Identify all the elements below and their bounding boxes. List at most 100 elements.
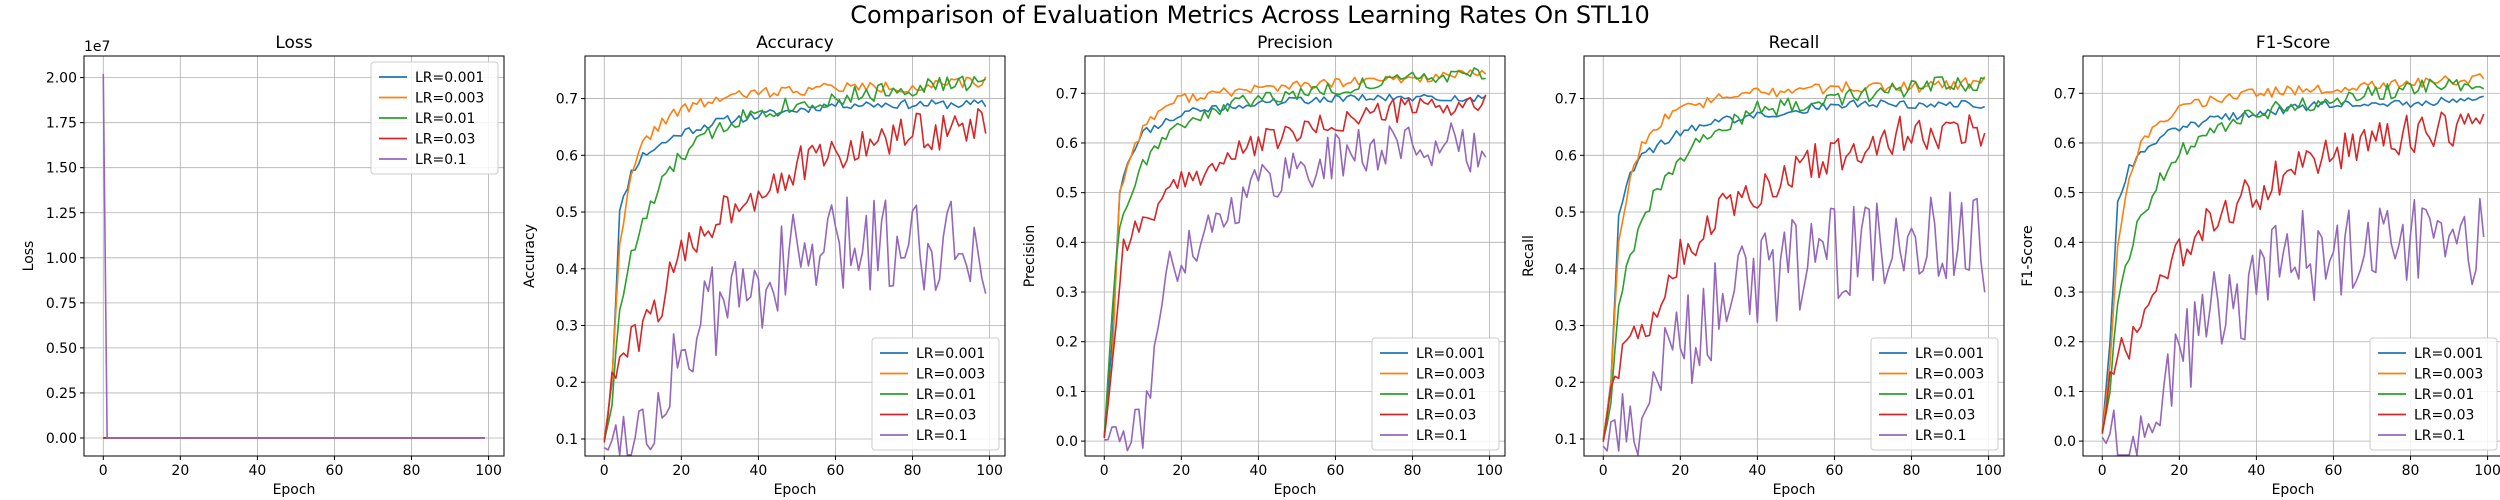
x-axis-label: Epoch bbox=[1274, 482, 1317, 498]
series-line bbox=[2101, 111, 2485, 434]
y-axis-label: Precision bbox=[1022, 225, 1038, 287]
series-line bbox=[2101, 95, 2484, 432]
y-tick-label: 0.5 bbox=[1555, 205, 1577, 221]
series-line bbox=[102, 74, 485, 439]
x-tick-label: 20 bbox=[1172, 463, 1190, 479]
y-tick-label: 0.1 bbox=[2054, 384, 2076, 400]
y-axis-label: Loss bbox=[21, 241, 37, 272]
series-line bbox=[1103, 69, 1487, 438]
y-tick-label: 0.4 bbox=[556, 262, 578, 278]
panel-title: Loss bbox=[275, 33, 312, 53]
plot-frame bbox=[1583, 55, 2005, 457]
x-tick-label: 80 bbox=[1903, 463, 1921, 479]
y-tick-label: 0.3 bbox=[556, 319, 578, 335]
legend-entry: LR=0.01 bbox=[2414, 387, 2474, 403]
x-tick-label: 60 bbox=[326, 463, 344, 479]
x-tick-label: 80 bbox=[1404, 463, 1422, 479]
x-tick-label: 60 bbox=[1327, 463, 1345, 479]
panel-loss: 0 20 40 60 80 100 0.00 0.25 0.50 0.75 1.00 1.25 1.50… bbox=[21, 33, 505, 498]
legend-entry: LR=0.03 bbox=[1416, 408, 1476, 424]
y-tick-label: 0.2 bbox=[2054, 335, 2076, 351]
chart-panels: 0 20 40 60 80 1000.000.250.500.751.001.251.50… bbox=[21, 33, 2500, 498]
legend-entry: LR=0.1 bbox=[916, 428, 968, 444]
y-tick-label: 0.7 bbox=[556, 92, 578, 108]
y-tick-label: 0.3 bbox=[1555, 319, 1577, 335]
y-tick-label: 1.50 bbox=[46, 161, 77, 177]
legend-box bbox=[370, 61, 499, 175]
y-tick-label: 0.1 bbox=[1056, 384, 1078, 400]
panel-accuracy: 0 20 40 60 80 100 0.1 0.2 0.3 0.4 0.5 0.6 0.7 Accurac… bbox=[522, 33, 1006, 498]
legend-box bbox=[1371, 337, 1500, 451]
series-line bbox=[1602, 99, 1986, 440]
legend: LR=0.001 LR=0.003 LR=0.01 LR=0.03 LR=0.1 bbox=[1371, 337, 1500, 451]
panel-title: Recall bbox=[1769, 33, 1820, 53]
legend-box bbox=[2369, 337, 2498, 451]
x-tick-label: 0 bbox=[1100, 463, 1109, 479]
x-tick-label: 80 bbox=[403, 463, 421, 479]
panel-title: Precision bbox=[1257, 33, 1333, 53]
legend: LR=0.001 LR=0.003 LR=0.01 LR=0.03 LR=0.1 bbox=[1870, 337, 1999, 451]
legend: LR=0.001 LR=0.003 LR=0.01 LR=0.03 LR=0.1 bbox=[871, 337, 1000, 451]
x-tick-label: 40 bbox=[1748, 463, 1766, 479]
legend-entry: LR=0.1 bbox=[1915, 428, 1967, 444]
y-tick-label: 0.6 bbox=[1056, 136, 1078, 152]
legend-entry: LR=0.03 bbox=[2414, 408, 2474, 424]
legend-entry: LR=0.1 bbox=[2414, 428, 2466, 444]
legend-entry: LR=0.003 bbox=[2414, 367, 2483, 383]
x-tick-label: 100 bbox=[2474, 463, 2500, 479]
legend-entry: LR=0.001 bbox=[1416, 346, 1485, 362]
x-tick-label: 100 bbox=[1476, 463, 1503, 479]
panel-title: F1-Score bbox=[2256, 33, 2330, 53]
x-tick-label: 80 bbox=[904, 463, 922, 479]
panel-title: Accuracy bbox=[756, 33, 834, 53]
y-tick-label: 0.2 bbox=[556, 375, 578, 391]
y-tick-label: 0.3 bbox=[2054, 285, 2076, 301]
series-line bbox=[1104, 122, 1487, 452]
y-tick-label: 1.00 bbox=[46, 251, 77, 267]
y-tick-label: 0.00 bbox=[46, 431, 77, 447]
figure-suptitle: Comparison of Evaluation Metrics Across … bbox=[850, 1, 1649, 29]
x-tick-label: 0 bbox=[99, 463, 108, 479]
y-axis-label: Accuracy bbox=[522, 224, 538, 288]
y-tick-label: 0.7 bbox=[2054, 86, 2076, 102]
x-tick-label: 0 bbox=[600, 463, 609, 479]
y-tick-label: 0.2 bbox=[1555, 375, 1577, 391]
series-line bbox=[603, 107, 987, 443]
y-tick-label: 0.4 bbox=[1056, 235, 1078, 251]
y-axis-label: F1-Score bbox=[2020, 225, 2036, 286]
legend-entry: LR=0.03 bbox=[415, 132, 475, 148]
legend-entry: LR=0.003 bbox=[1915, 367, 1984, 383]
legend-entry: LR=0.01 bbox=[1416, 387, 1476, 403]
series-line bbox=[1103, 94, 1487, 439]
x-tick-label: 60 bbox=[1826, 463, 1844, 479]
legend-entry: LR=0.03 bbox=[1915, 408, 1975, 424]
series-line bbox=[2101, 78, 2485, 433]
legend: LR=0.001 LR=0.003 LR=0.01 LR=0.03 LR=0.1 bbox=[2369, 337, 2498, 451]
legend-entry: LR=0.003 bbox=[916, 367, 985, 383]
series-line bbox=[1602, 191, 1986, 456]
panel-f1-score: 0 20 40 60 80 100 0.0 0.1 0.2 0.3 0.4 0.5 0.6 0.7 F1-S… bbox=[2020, 33, 2500, 498]
y-offset-label: 1e7 bbox=[84, 39, 110, 55]
y-tick-label: 0.4 bbox=[2054, 235, 2076, 251]
plot-frame bbox=[1084, 55, 1506, 457]
y-tick-label: 0.50 bbox=[46, 341, 77, 357]
legend-entry: LR=0.1 bbox=[1416, 428, 1468, 444]
legend-entry: LR=0.03 bbox=[916, 408, 976, 424]
x-tick-label: 60 bbox=[2325, 463, 2343, 479]
y-tick-label: 0.75 bbox=[46, 296, 77, 312]
series-line bbox=[1602, 114, 1986, 442]
plot-frame bbox=[584, 55, 1006, 457]
x-tick-label: 40 bbox=[2247, 463, 2265, 479]
y-tick-label: 0.1 bbox=[1555, 432, 1577, 448]
series-line bbox=[603, 75, 987, 441]
y-tick-label: 0.7 bbox=[1555, 92, 1577, 108]
legend-entry: LR=0.1 bbox=[415, 152, 467, 168]
y-tick-label: 0.5 bbox=[556, 205, 578, 221]
y-tick-label: 0.6 bbox=[556, 148, 578, 164]
series-line bbox=[603, 98, 987, 440]
x-tick-label: 20 bbox=[672, 463, 690, 479]
legend-entry: LR=0.003 bbox=[1416, 367, 1485, 383]
x-tick-label: 20 bbox=[2170, 463, 2188, 479]
y-tick-label: 1.75 bbox=[46, 116, 77, 132]
legend-entry: LR=0.001 bbox=[1915, 346, 1984, 362]
